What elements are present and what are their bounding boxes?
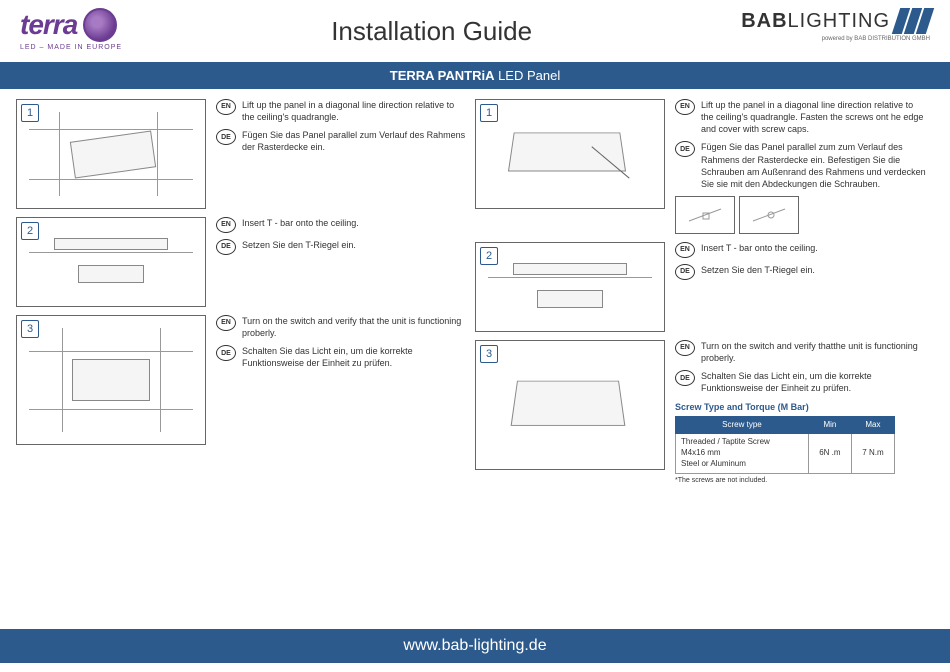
figure-a3: 3 [16, 315, 206, 445]
table-row: Threaded / Taptite Screw M4x16 mm Steel … [676, 434, 895, 473]
step-number: 1 [480, 104, 498, 122]
table-title: Screw Type and Torque (M Bar) [675, 401, 928, 413]
step-number: 1 [21, 104, 39, 122]
step-number: 3 [480, 345, 498, 363]
figure-b2: 2 [475, 242, 665, 332]
detail-figure [675, 196, 735, 234]
en-badge: EN [216, 217, 236, 233]
step-text-a3: ENTurn on the switch and verify that the… [216, 315, 475, 376]
step-text-b2: ENInsert T - bar onto the ceiling. DESet… [675, 242, 934, 286]
terra-subtitle: LED – MADE IN EUROPE [20, 44, 122, 51]
stripes-icon [896, 8, 930, 34]
table-cell: 7 N.m [851, 434, 894, 473]
globe-icon [83, 8, 117, 42]
de-badge: DE [675, 264, 695, 280]
header: terra LED – MADE IN EUROPE Installation … [0, 0, 950, 62]
table-cell: Threaded / Taptite Screw M4x16 mm Steel … [676, 434, 809, 473]
step-number: 2 [480, 247, 498, 265]
en-badge: EN [675, 242, 695, 258]
content-grid: 1 ENLift up the panel in a diagonal line… [0, 89, 950, 629]
step-number: 3 [21, 320, 39, 338]
step-text-b1: ENLift up the panel in a diagonal line d… [675, 99, 934, 234]
table-cell: 6N .m [808, 434, 851, 473]
screw-table-block: Screw Type and Torque (M Bar) Screw type… [675, 401, 928, 486]
table-note: *The screws are not included. [675, 476, 928, 485]
bab-subtitle: powered by BAB DISTRIBUTION GMBH [822, 36, 930, 42]
detail-figure [739, 196, 799, 234]
step-a3: 3 ENTurn on the switch and verify that t… [16, 315, 475, 445]
detail-figures [675, 196, 928, 234]
step-a1: 1 ENLift up the panel in a diagonal line… [16, 99, 475, 209]
terra-name: terra [20, 9, 77, 41]
product-banner: TERRA PANTRiA LED Panel [0, 62, 950, 89]
figure-b1: 1 [475, 99, 665, 209]
col-header: Max [851, 416, 894, 434]
footer-url: www.bab-lighting.de [0, 629, 950, 663]
step-b1: 1 ENLift up the panel in a diagonal line… [475, 99, 934, 234]
de-badge: DE [216, 129, 236, 145]
de-badge: DE [216, 239, 236, 255]
step-text-a2: ENInsert T - bar onto the ceiling. DESet… [216, 217, 475, 261]
figure-a1: 1 [16, 99, 206, 209]
figure-b3: 3 [475, 340, 665, 470]
screw-table: Screw type Min Max Threaded / Taptite Sc… [675, 416, 895, 474]
en-badge: EN [675, 99, 695, 115]
step-a2: 2 ENInsert T - bar onto the ceiling. DES… [16, 217, 475, 307]
de-badge: DE [675, 370, 695, 386]
col-header: Min [808, 416, 851, 434]
column-a: 1 ENLift up the panel in a diagonal line… [16, 99, 475, 625]
figure-a2: 2 [16, 217, 206, 307]
bab-logo: BABLIGHTING powered by BAB DISTRIBUTION … [741, 8, 930, 42]
en-badge: EN [216, 315, 236, 331]
bab-name: BABLIGHTING [741, 10, 890, 33]
de-badge: DE [675, 141, 695, 157]
column-b: 1 ENLift up the panel in a diagonal line… [475, 99, 934, 625]
terra-logo: terra LED – MADE IN EUROPE [20, 8, 122, 51]
step-b3: 3 ENTurn on the switch and verify thatth… [475, 340, 934, 485]
step-number: 2 [21, 222, 39, 240]
en-badge: EN [216, 99, 236, 115]
page-title: Installation Guide [331, 16, 532, 47]
de-badge: DE [216, 345, 236, 361]
step-text-b3: ENTurn on the switch and verify thatthe … [675, 340, 934, 485]
en-badge: EN [675, 340, 695, 356]
step-text-a1: ENLift up the panel in a diagonal line d… [216, 99, 475, 160]
step-b2: 2 ENInsert T - bar onto the ceiling. DES… [475, 242, 934, 332]
col-header: Screw type [676, 416, 809, 434]
